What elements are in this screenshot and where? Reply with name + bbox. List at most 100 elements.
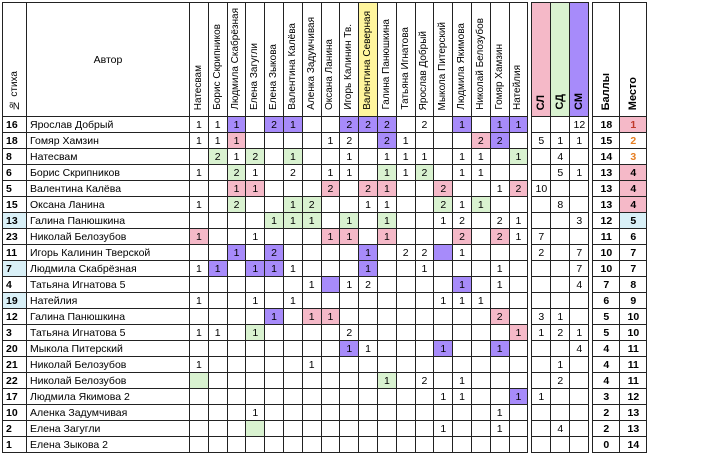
judge-score	[264, 356, 284, 373]
judge-score	[301, 116, 322, 133]
judge-score: 2	[395, 244, 416, 261]
judge-score	[376, 324, 397, 341]
judge-score: 1	[433, 212, 454, 229]
judge-score	[358, 228, 378, 245]
judge-header: Татьяна Игнатова	[395, 2, 416, 117]
judge-score: 1	[452, 244, 472, 261]
judge-score	[358, 212, 378, 229]
judge-score	[358, 132, 378, 149]
judge-score	[395, 260, 416, 277]
judge-score: 1	[189, 292, 209, 309]
sum-sm: 1	[569, 324, 590, 341]
judge-score	[489, 196, 510, 213]
sum-sl	[531, 116, 552, 133]
judge-score: 1	[226, 132, 247, 149]
sum-sd	[550, 116, 571, 133]
sum-sl	[531, 372, 552, 389]
poem-number: 10	[2, 404, 27, 421]
author-name: Валентина Калёва	[26, 180, 190, 197]
place-value: 4	[619, 164, 648, 181]
sum-sl	[531, 404, 552, 421]
judge-score	[414, 308, 435, 325]
judge-score	[508, 436, 529, 453]
judge-score	[470, 244, 491, 261]
judge-score	[358, 436, 378, 453]
judge-score: 1	[207, 324, 228, 341]
poem-number: 15	[2, 196, 27, 213]
judge-score	[376, 244, 397, 261]
judge-score	[470, 228, 491, 245]
judge-score	[245, 308, 266, 325]
poem-number: 12	[2, 308, 27, 325]
sum-sd	[550, 244, 571, 261]
judge-score: 1	[358, 260, 378, 277]
judge-score: 1	[452, 372, 472, 389]
judge-score: 1	[301, 276, 322, 293]
judge-score	[414, 196, 435, 213]
judge-score	[245, 420, 266, 437]
judge-score	[282, 436, 303, 453]
judge-score: 1	[264, 308, 284, 325]
judge-score	[320, 372, 341, 389]
sum-sm: 7	[569, 260, 590, 277]
judge-score	[470, 436, 491, 453]
judge-score: 1	[320, 132, 341, 149]
judge-score	[452, 308, 472, 325]
judge-score: 1	[226, 244, 247, 261]
judge-score	[452, 436, 472, 453]
judge-score: 1	[189, 228, 209, 245]
judge-score	[282, 340, 303, 357]
judge-score	[470, 356, 491, 373]
judge-score: 2	[508, 180, 529, 197]
judge-score	[207, 212, 228, 229]
judge-score	[470, 420, 491, 437]
judge-score: 1	[339, 276, 360, 293]
total-score: 11	[592, 228, 621, 245]
total-score: 10	[592, 260, 621, 277]
judge-score: 1	[189, 116, 209, 133]
judge-score: 1	[358, 340, 378, 357]
judge-score: 1	[433, 388, 454, 405]
sum-sd: 8	[550, 196, 571, 213]
table-row: 7 Людмила Скабрёзная 1 1 1 1 1 1 1 1 7 10 7	[2, 260, 648, 277]
sum-sd: 2	[550, 324, 571, 341]
judge-score: 1	[489, 404, 510, 421]
total-score: 14	[592, 148, 621, 165]
judge-score	[245, 356, 266, 373]
judge-score	[245, 372, 266, 389]
judge-score: 2	[433, 180, 454, 197]
judge-score: 1	[376, 164, 397, 181]
judge-header: Елена Зыкова	[264, 2, 284, 117]
sum-sm	[569, 228, 590, 245]
judge-score	[189, 372, 209, 389]
total-score: 5	[592, 324, 621, 341]
judge-header: Гомяр Хамзин	[489, 2, 510, 117]
sum-sm	[569, 436, 590, 453]
judge-score	[207, 292, 228, 309]
judge-score	[470, 276, 491, 293]
judge-score	[508, 244, 529, 261]
sum-header: СЛ	[531, 2, 552, 117]
judge-score: 2	[452, 212, 472, 229]
judge-score	[414, 132, 435, 149]
poem-number: 18	[2, 132, 27, 149]
table-row: 11 Игорь Калинин Тверской 1 2 1 2 2 1 2 7 10 7	[2, 244, 648, 261]
judge-score	[226, 324, 247, 341]
total-score: 13	[592, 164, 621, 181]
judge-score	[395, 308, 416, 325]
judge-score	[264, 436, 284, 453]
judge-score: 1	[189, 260, 209, 277]
judge-score	[395, 404, 416, 421]
judge-score: 1	[282, 148, 303, 165]
judge-score: 1	[376, 148, 397, 165]
sum-sd	[550, 404, 571, 421]
judge-score: 1	[452, 148, 472, 165]
author-name: Елена Зыкова 2	[26, 436, 190, 453]
judge-score	[282, 228, 303, 245]
table-row: 20 Мыкола Питерский 1 1 1 1 4 4 11	[2, 340, 648, 357]
judge-score	[189, 308, 209, 325]
judge-score	[395, 276, 416, 293]
sum-sd	[550, 340, 571, 357]
judge-score	[358, 324, 378, 341]
